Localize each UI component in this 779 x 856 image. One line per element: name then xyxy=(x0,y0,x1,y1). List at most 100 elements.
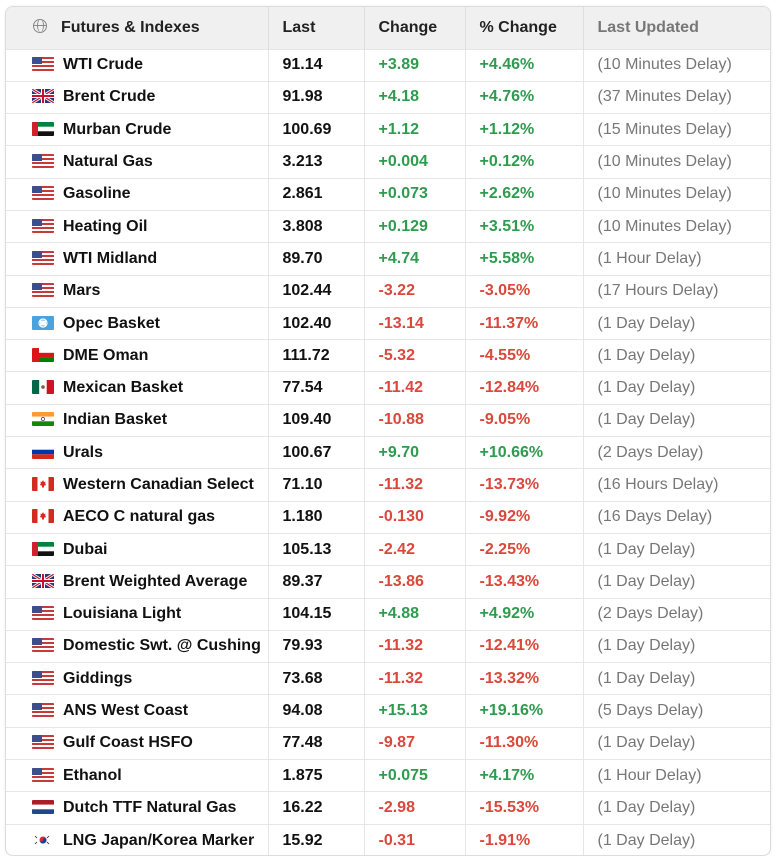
instrument-name-cell[interactable]: Dutch TTF Natural Gas xyxy=(6,791,269,825)
last-updated-value: (16 Days Delay) xyxy=(597,508,713,526)
table-row[interactable]: Dubai 105.13 -2.42 -2.25% (1 Day Delay) xyxy=(6,533,770,566)
instrument-name-cell[interactable]: Western Canadian Select xyxy=(6,468,269,502)
table-row[interactable]: Gulf Coast HSFO 77.48 -9.87 -11.30% (1 Day D… xyxy=(6,727,770,760)
india-flag-icon xyxy=(32,412,54,427)
change-value: +0.073 xyxy=(364,178,466,211)
instrument-name[interactable]: Mexican Basket xyxy=(63,379,184,397)
header-label: Futures & Indexes xyxy=(61,18,200,36)
instrument-name-cell[interactable]: WTI Midland xyxy=(6,242,269,276)
table-row[interactable]: Dutch TTF Natural Gas 16.22 -2.98 -15.53% (1… xyxy=(6,791,770,825)
header-last-updated[interactable]: Last Updated xyxy=(597,18,699,36)
instrument-name[interactable]: Heating Oil xyxy=(63,217,148,235)
table-row[interactable]: Gasoline 2.861 +0.073 +2.62% (10 Minutes Del… xyxy=(6,178,770,211)
instrument-name-cell[interactable]: Gulf Coast HSFO xyxy=(6,727,269,760)
instrument-name-cell[interactable]: Brent Crude xyxy=(6,81,269,114)
instrument-name[interactable]: DME Oman xyxy=(63,346,149,364)
instrument-name[interactable]: AECO C natural gas xyxy=(63,508,216,526)
pct-change-value: -3.05% xyxy=(465,275,584,308)
last-price: 89.37 xyxy=(268,565,365,599)
pct-change-value: -9.05% xyxy=(465,404,584,437)
last-price: 111.72 xyxy=(268,339,365,372)
instrument-name-cell[interactable]: Giddings xyxy=(6,662,269,695)
instrument-name[interactable]: WTI Midland xyxy=(63,249,158,267)
instrument-name[interactable]: Urals xyxy=(63,443,104,461)
instrument-name-cell[interactable]: Mars xyxy=(6,275,269,308)
pct-change-value: +3.51% xyxy=(465,210,584,243)
table-row[interactable]: Domestic Swt. @ Cushing 79.93 -11.32 -12.41… xyxy=(6,630,770,663)
last-price: 100.69 xyxy=(268,113,365,146)
pct-change-value: -11.30% xyxy=(465,727,584,760)
table-row[interactable]: WTI Midland 89.70 +4.74 +5.58% (1 Hour Delay… xyxy=(6,242,770,276)
instrument-name-cell[interactable]: Natural Gas xyxy=(6,145,269,179)
pct-change-value: +4.46% xyxy=(465,49,584,82)
instrument-name[interactable]: Giddings xyxy=(63,669,133,687)
canada-flag-icon xyxy=(32,477,54,491)
instrument-name[interactable]: Mars xyxy=(63,282,101,300)
table-row[interactable]: Giddings 73.68 -11.32 -13.32% (1 Day Delay) xyxy=(6,662,770,695)
instrument-name-cell[interactable]: Dubai xyxy=(6,533,269,566)
instrument-name-cell[interactable]: AECO C natural gas xyxy=(6,501,269,534)
instrument-name-cell[interactable]: Indian Basket xyxy=(6,404,269,437)
table-row[interactable]: Western Canadian Select 71.10 -11.32 -13.73… xyxy=(6,468,770,502)
pct-change-value: +19.16% xyxy=(465,694,584,728)
instrument-name[interactable]: Dubai xyxy=(63,540,108,558)
instrument-name-cell[interactable]: Gasoline xyxy=(6,178,269,211)
table-row[interactable]: Natural Gas 3.213 +0.004 +0.12% (10 Minutes … xyxy=(6,145,770,179)
change-value: +4.88 xyxy=(364,598,466,631)
instrument-name[interactable]: Murban Crude xyxy=(63,120,172,138)
instrument-name-cell[interactable]: Ethanol xyxy=(6,759,269,792)
table-row[interactable]: Heating Oil 3.808 +0.129 +3.51% (10 Minutes … xyxy=(6,210,770,243)
instrument-name[interactable]: Gasoline xyxy=(63,185,131,203)
instrument-name[interactable]: Natural Gas xyxy=(63,153,153,171)
table-row[interactable]: DME Oman 111.72 -5.32 -4.55% (1 Day Delay) xyxy=(6,339,770,372)
instrument-name-cell[interactable]: Heating Oil xyxy=(6,210,269,243)
table-row[interactable]: ANS West Coast 94.08 +15.13 +19.16% (5 Days … xyxy=(6,694,770,728)
futures-table-card: Futures & Indexes Last Change % Change L… xyxy=(5,6,771,856)
header-last[interactable]: Last xyxy=(268,7,365,49)
table-row[interactable]: WTI Crude 91.14 +3.89 +4.46% (10 Minutes Del… xyxy=(6,49,770,82)
table-row[interactable]: Indian Basket 109.40 -10.88 -9.05% (1 Day De… xyxy=(6,404,770,437)
header-change[interactable]: Change xyxy=(364,7,466,49)
instrument-name[interactable]: Domestic Swt. @ Cushing xyxy=(63,637,261,655)
table-row[interactable]: Mars 102.44 -3.22 -3.05% (17 Hours Delay) xyxy=(6,275,770,308)
instrument-name-cell[interactable]: Murban Crude xyxy=(6,113,269,146)
last-price: 91.98 xyxy=(268,81,365,114)
table-row[interactable]: Opec Basket 102.40 -13.14 -11.37% (1 Day Del… xyxy=(6,307,770,340)
instrument-name-cell[interactable]: Urals xyxy=(6,436,269,469)
instrument-name-cell[interactable]: ANS West Coast xyxy=(6,694,269,728)
instrument-name[interactable]: Louisiana Light xyxy=(63,605,182,623)
instrument-name[interactable]: LNG Japan/Korea Marker xyxy=(63,831,255,849)
table-row[interactable]: Urals 100.67 +9.70 +10.66% (2 Days Delay) xyxy=(6,436,770,469)
instrument-name[interactable]: WTI Crude xyxy=(63,56,143,74)
instrument-name[interactable]: Dutch TTF Natural Gas xyxy=(63,798,237,816)
instrument-name[interactable]: Western Canadian Select xyxy=(63,476,254,493)
table-row[interactable]: AECO C natural gas 1.180 -0.130 -9.92% (16 D… xyxy=(6,501,770,534)
instrument-name-cell[interactable]: Domestic Swt. @ Cushing xyxy=(6,630,269,663)
instrument-name-cell[interactable]: Louisiana Light xyxy=(6,598,269,631)
instrument-name[interactable]: Opec Basket xyxy=(63,314,160,332)
table-row[interactable]: Brent Crude 91.98 +4.18 +4.76% (37 Minutes D… xyxy=(6,81,770,114)
header-futures-indexes[interactable]: Futures & Indexes xyxy=(6,7,269,49)
table-row[interactable]: Louisiana Light 104.15 +4.88 +4.92% (2 Days … xyxy=(6,598,770,631)
instrument-name[interactable]: Gulf Coast HSFO xyxy=(63,734,193,752)
instrument-name-cell[interactable]: LNG Japan/Korea Marker xyxy=(6,824,269,855)
header-pct-change[interactable]: % Change xyxy=(465,7,584,49)
table-row[interactable]: LNG Japan/Korea Marker 15.92 -0.31 -1.91% (1… xyxy=(6,824,770,855)
instrument-name[interactable]: ANS West Coast xyxy=(63,702,189,720)
instrument-name[interactable]: Ethanol xyxy=(63,766,122,784)
table-row[interactable]: Brent Weighted Average 89.37 -13.86 -13.43%… xyxy=(6,565,770,599)
instrument-name-cell[interactable]: Opec Basket xyxy=(6,307,269,340)
last-price: 73.68 xyxy=(268,662,365,695)
instrument-name-cell[interactable]: WTI Crude xyxy=(6,49,269,82)
instrument-name-cell[interactable]: Mexican Basket xyxy=(6,371,269,405)
table-row[interactable]: Murban Crude 100.69 +1.12 +1.12% (15 Minutes… xyxy=(6,113,770,146)
instrument-name[interactable]: Brent Crude xyxy=(63,88,156,106)
us-flag-icon xyxy=(32,735,54,750)
table-row[interactable]: Mexican Basket 77.54 -11.42 -12.84% (1 Day D… xyxy=(6,371,770,405)
instrument-name-cell[interactable]: DME Oman xyxy=(6,339,269,372)
instrument-name[interactable]: Brent Weighted Average xyxy=(63,572,248,590)
instrument-name[interactable]: Indian Basket xyxy=(63,411,168,429)
last-price: 94.08 xyxy=(268,694,365,728)
table-row[interactable]: Ethanol 1.875 +0.075 +4.17% (1 Hour Delay) xyxy=(6,759,770,792)
instrument-name-cell[interactable]: Brent Weighted Average xyxy=(6,565,269,599)
